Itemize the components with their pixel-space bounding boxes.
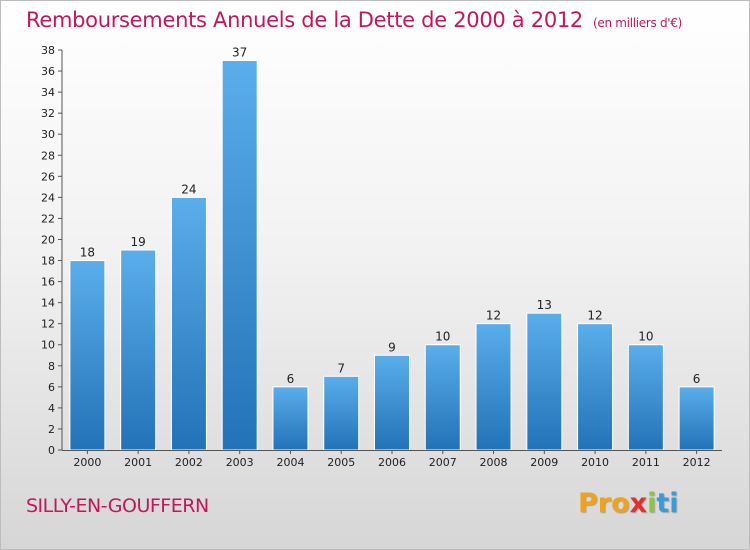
y-tick-label: 20 (41, 233, 55, 246)
y-tick-label: 38 (41, 44, 55, 57)
logo-part-1: Pro (578, 488, 630, 519)
bar-2002 (170, 196, 207, 451)
x-tick-label: 2001 (124, 456, 152, 469)
y-tick-label: 18 (41, 255, 55, 268)
y-tick-label: 36 (41, 65, 55, 78)
logo-part-2: x (629, 488, 648, 519)
bar-value-label: 13 (537, 298, 552, 312)
y-tick-label: 6 (48, 381, 55, 394)
bar-2010 (577, 323, 614, 451)
bar-2009 (526, 312, 563, 451)
x-tick-label: 2006 (378, 456, 406, 469)
y-tick-label: 2 (48, 423, 55, 436)
bar-2011 (627, 344, 664, 451)
bar-value-label: 18 (80, 246, 95, 260)
y-tick-label: 0 (48, 444, 55, 457)
x-tick-label: 2012 (683, 456, 711, 469)
chart-title-text: Remboursements Annuels de la Dette de 20… (26, 8, 583, 32)
bar-value-label: 10 (638, 330, 653, 344)
chart-unit: (en milliers d'€) (593, 16, 683, 30)
x-tick-label: 2002 (175, 456, 203, 469)
bar-2005 (323, 375, 360, 451)
logo-part-4: ti (656, 488, 679, 519)
bars-group: 18 19 24 37 6 7 9 10 12 13 12 10 6 (69, 46, 715, 451)
x-tick-label: 2007 (429, 456, 457, 469)
bar-value-label: 19 (131, 235, 146, 249)
y-tick-label: 8 (48, 360, 55, 373)
y-tick-label: 4 (48, 402, 55, 415)
bar-value-label: 12 (486, 309, 501, 323)
bar-value-label: 6 (693, 372, 701, 386)
y-tick-label: 14 (41, 297, 55, 310)
bar-value-label: 12 (587, 309, 602, 323)
bar-2003 (221, 60, 258, 451)
bar-value-label: 9 (388, 340, 396, 354)
x-tick-label: 2004 (276, 456, 304, 469)
x-axis: 2000 2001 2002 2003 2004 2005 2006 2007 2008 2009… (62, 450, 722, 469)
y-tick-label: 22 (41, 212, 55, 225)
x-tick-label: 2000 (73, 456, 101, 469)
x-tick-label: 2008 (480, 456, 508, 469)
x-tick-label: 2009 (530, 456, 558, 469)
bar-2007 (424, 344, 461, 451)
y-tick-label: 28 (41, 149, 55, 162)
logo-part-3: i (647, 488, 657, 519)
bar-2004 (272, 386, 309, 451)
bar-2001 (120, 249, 157, 451)
proxiti-logo: Proxiti (578, 488, 679, 519)
commune-name: SILLY-EN-GOUFFERN (26, 495, 209, 517)
chart-title: Remboursements Annuels de la Dette de 20… (26, 8, 682, 32)
y-tick-label: 32 (41, 107, 55, 120)
x-tick-label: 2010 (581, 456, 609, 469)
y-tick-label: 10 (41, 339, 55, 352)
bar-value-label: 6 (287, 372, 295, 386)
x-tick-label: 2005 (327, 456, 355, 469)
bar-2012 (678, 386, 715, 451)
x-tick-label: 2011 (632, 456, 660, 469)
y-tick-label: 16 (41, 276, 55, 289)
y-tick-label: 26 (41, 170, 55, 183)
bar-2006 (374, 354, 410, 451)
x-tick-label: 2003 (226, 456, 254, 469)
y-tick-label: 12 (41, 318, 55, 331)
bar-value-label: 24 (181, 182, 196, 196)
bar-2008 (475, 323, 512, 451)
bar-value-label: 37 (232, 46, 247, 60)
y-tick-label: 24 (41, 191, 55, 204)
y-tick-label: 34 (41, 86, 55, 99)
bar-2000 (69, 260, 106, 451)
bar-value-label: 7 (337, 361, 345, 375)
bar-value-label: 10 (435, 330, 450, 344)
y-tick-label: 30 (41, 128, 55, 141)
